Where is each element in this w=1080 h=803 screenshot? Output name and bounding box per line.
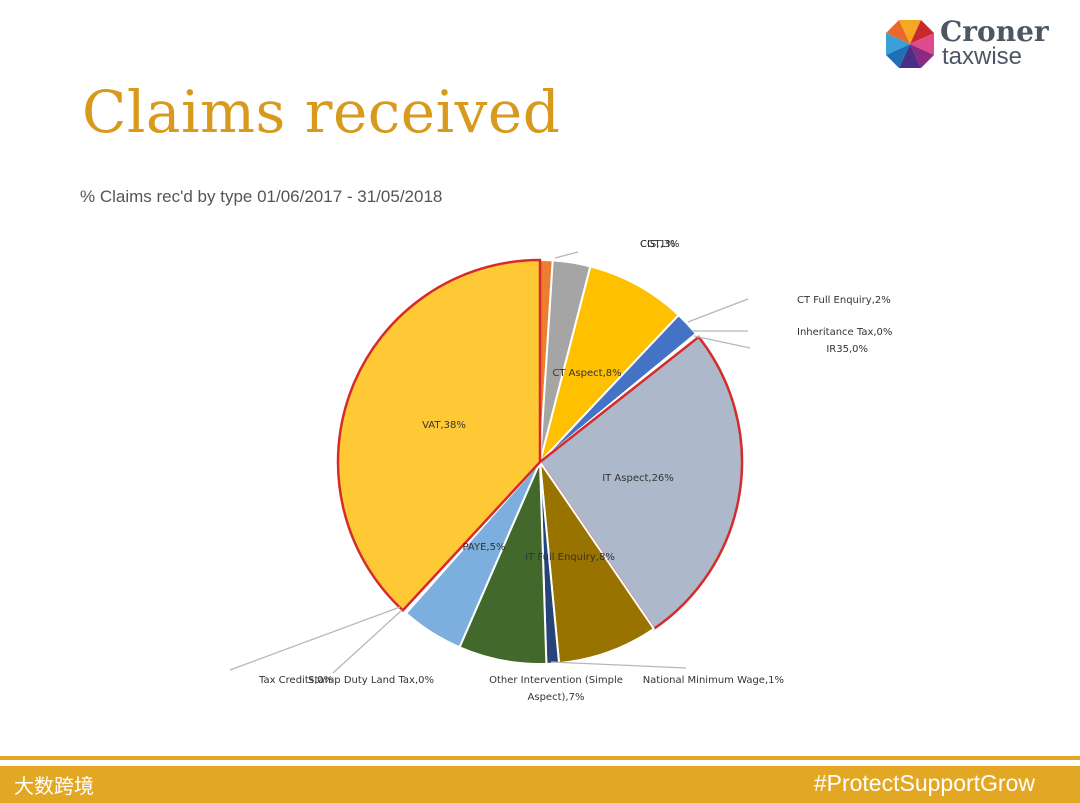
data-label: CT Aspect,8% — [552, 368, 621, 379]
data-label: IR35,0% — [826, 344, 868, 355]
pie-slice-it-aspect — [538, 335, 744, 631]
data-label: National Minimum Wage,1% — [643, 675, 784, 686]
data-label: CGT,3% — [640, 239, 680, 250]
data-label: IT Full Enquiry,8% — [525, 552, 615, 563]
leader-line — [332, 609, 403, 674]
data-label: Other Intervention (Simple Aspect),7% — [489, 675, 623, 703]
footer-divider — [0, 756, 1080, 760]
footer-bar: 大数跨境 #ProtectSupportGrow — [0, 766, 1080, 803]
data-label: CT Full Enquiry,2% — [797, 295, 891, 306]
brand-subname: taxwise — [942, 43, 1023, 70]
brand-octagon-icon — [886, 20, 934, 68]
data-label: Stamp Duty Land Tax,0% — [308, 675, 434, 686]
data-label: Inheritance Tax,0% — [797, 327, 892, 338]
data-label: CIS,1% — [640, 239, 675, 250]
watermark: 大数跨境 — [14, 774, 94, 798]
leader-line — [687, 298, 749, 323]
leader-line — [693, 335, 751, 349]
page-title: Claims received — [82, 78, 561, 146]
croner-taxwise-logo: Croner taxwise — [880, 14, 1070, 74]
footer-hashtag: #ProtectSupportGrow — [813, 770, 1035, 796]
leader-line — [229, 606, 401, 671]
data-label: IT Aspect,26% — [602, 473, 674, 484]
brand-name: Croner — [940, 15, 1049, 48]
pie-slice-vat — [336, 258, 542, 613]
data-label: VAT,38% — [422, 420, 466, 431]
data-label: PAYE,5% — [463, 542, 506, 553]
pie-slice-ct-aspect — [539, 265, 681, 463]
pie-chart: CIS,1%CGT,3% CT Aspect,8% CT Full Enquiry,… — [229, 239, 892, 703]
leader-line — [554, 251, 579, 259]
chart-title: % Claims rec'd by type 01/06/2017 - 31/0… — [80, 187, 443, 206]
data-label: Tax Credits,0% — [258, 675, 333, 686]
leader-line — [550, 661, 687, 669]
